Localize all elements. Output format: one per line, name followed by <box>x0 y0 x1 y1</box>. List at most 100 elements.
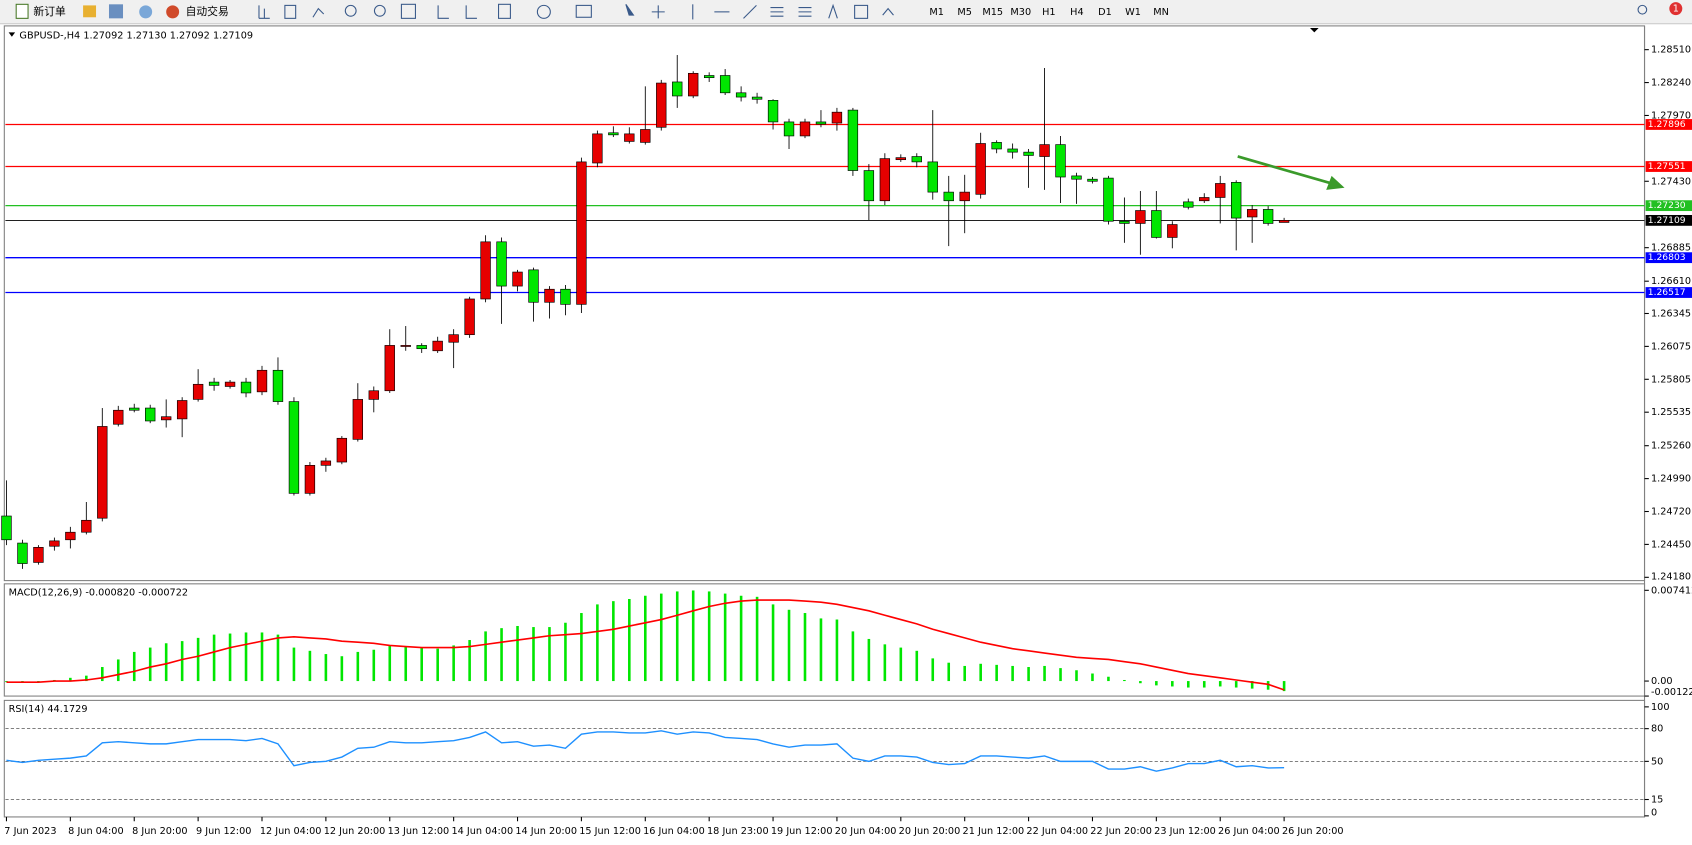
macd-bar <box>835 619 839 682</box>
candle-body <box>1215 183 1226 198</box>
macd-bar <box>228 633 232 682</box>
candle-body <box>368 390 379 400</box>
timeframe-label[interactable]: M30 <box>1010 7 1031 18</box>
icon[interactable] <box>882 7 894 16</box>
macd-bar <box>1107 676 1110 682</box>
icon[interactable] <box>83 5 97 18</box>
icon[interactable] <box>465 5 477 19</box>
candle-body <box>384 345 395 392</box>
x-tick-label: 8 Jun 20:00 <box>132 826 187 837</box>
macd-bar <box>468 640 471 682</box>
candle-body <box>975 143 986 195</box>
icon[interactable] <box>139 5 153 19</box>
timeframe-label[interactable]: H1 <box>1042 7 1055 18</box>
price-level-box <box>1645 252 1692 264</box>
candle-body <box>1183 201 1194 208</box>
y-tick-label: 0 <box>1651 808 1657 819</box>
candle-body <box>33 547 44 563</box>
x-tick-label: 12 Jun 04:00 <box>260 826 322 837</box>
macd-bar <box>643 595 647 682</box>
candle-body <box>1087 178 1098 182</box>
icon[interactable] <box>108 4 124 19</box>
button-label[interactable]: 新订单 <box>33 5 66 18</box>
timeframe-label[interactable]: M5 <box>957 7 972 18</box>
macd-bar <box>324 654 328 682</box>
auto-trading-button[interactable]: 自动交易 <box>166 5 229 19</box>
y-tick-label: 1.27430 <box>1651 176 1691 187</box>
icon[interactable] <box>284 4 297 19</box>
candle-body <box>624 133 635 142</box>
icon[interactable] <box>400 3 416 19</box>
icon[interactable] <box>497 3 511 19</box>
button-label[interactable]: 自动交易 <box>186 5 229 18</box>
macd-bar <box>596 604 599 682</box>
candle-body <box>1103 177 1114 222</box>
x-tick-label: 20 Jun 20:00 <box>899 826 961 837</box>
trend-arrow <box>1237 155 1345 190</box>
candle-body <box>145 407 156 422</box>
x-tick-label: 22 Jun 04:00 <box>1026 826 1088 837</box>
timeframe-label[interactable]: W1 <box>1125 7 1141 18</box>
candle-body <box>640 129 651 143</box>
timeframe-label[interactable]: MN <box>1153 7 1169 18</box>
macd-bar <box>132 651 136 682</box>
candle-body <box>767 100 779 123</box>
icon[interactable] <box>770 7 784 17</box>
icon[interactable] <box>373 4 386 17</box>
y-tick-label: 1.28240 <box>1651 78 1691 89</box>
icon[interactable] <box>312 7 325 18</box>
macd-bar <box>1155 681 1158 686</box>
icon[interactable] <box>798 7 812 17</box>
y-tick-label: 1.24450 <box>1651 539 1691 550</box>
macd-bar <box>963 665 966 682</box>
candle-body <box>783 121 795 137</box>
x-tick-label: 14 Jun 04:00 <box>451 826 513 837</box>
macd-bar <box>180 641 184 682</box>
timeframe-label[interactable]: D1 <box>1098 7 1112 18</box>
timeframe-label[interactable]: H4 <box>1070 7 1083 18</box>
x-tick-label: 14 Jun 20:00 <box>515 826 577 837</box>
icon[interactable] <box>625 4 635 16</box>
icon[interactable] <box>437 5 449 19</box>
icon[interactable] <box>828 3 838 19</box>
icon[interactable] <box>344 4 357 17</box>
candle-body <box>1262 209 1274 224</box>
macd-bar <box>244 632 248 682</box>
y-tick-label: 0.007412 <box>1651 585 1692 596</box>
candle-body <box>1231 182 1242 219</box>
candle-body <box>97 426 108 519</box>
candle-body <box>576 161 587 305</box>
macd-bar <box>787 609 791 682</box>
icon[interactable] <box>1637 4 1648 15</box>
icon[interactable] <box>743 5 757 19</box>
macd-bar <box>755 596 759 682</box>
timeframe-label[interactable]: M15 <box>982 7 1003 18</box>
macd-bar <box>148 647 152 682</box>
icon[interactable] <box>854 4 869 19</box>
macd-bar <box>723 593 727 682</box>
icon[interactable] <box>575 4 592 18</box>
x-tick-label: 23 Jun 12:00 <box>1154 826 1216 837</box>
notification-badge[interactable] <box>1669 2 1683 16</box>
candle-body <box>863 170 875 202</box>
candle-body <box>608 132 619 136</box>
candle-body <box>65 531 76 541</box>
icon[interactable] <box>258 5 270 19</box>
timeframe-label[interactable]: M1 <box>929 7 944 18</box>
macd-bar <box>1250 681 1254 689</box>
icon[interactable] <box>536 4 551 19</box>
macd-bar <box>1011 665 1014 682</box>
macd-bar <box>260 632 264 682</box>
rsi-title: RSI(14) 44.1729 <box>9 704 88 715</box>
candle-body <box>672 81 683 97</box>
macd-bar <box>388 645 392 682</box>
macd-bar <box>292 647 296 682</box>
macd-bar <box>1202 681 1206 688</box>
x-tick-label: 15 Jun 12:00 <box>579 826 641 837</box>
icon[interactable] <box>651 5 665 19</box>
macd-bar <box>883 644 887 682</box>
new-order-button[interactable]: 新订单 <box>15 3 66 19</box>
macd-bar <box>947 662 951 682</box>
candle-body <box>208 381 220 386</box>
